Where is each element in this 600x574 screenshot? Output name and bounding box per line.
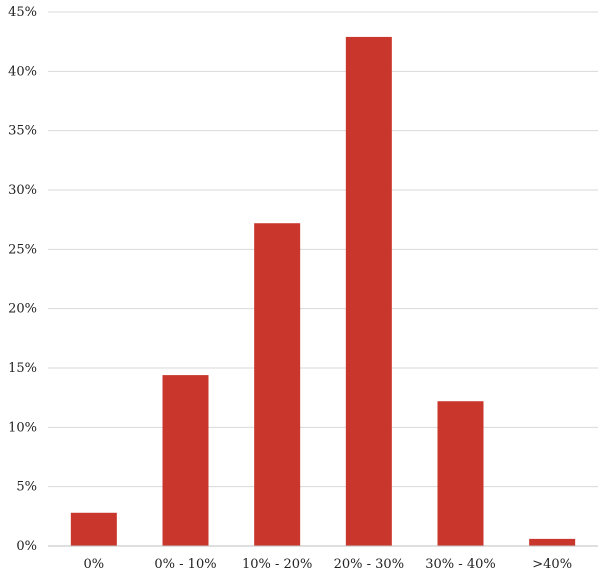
gridlines (48, 11, 598, 488)
x-axis-tick-labels: 0% 0% - 10% 10% - 20% 20% - 30% 30% - 40% >40… (84, 557, 573, 572)
bar (254, 223, 301, 546)
bar (437, 401, 484, 546)
y-tick-label: 20% (8, 302, 37, 317)
y-tick-label: 30% (8, 183, 37, 198)
y-tick-label: 5% (16, 480, 37, 495)
bar (162, 375, 209, 546)
x-tick-label: >40% (532, 557, 572, 572)
bar (345, 36, 392, 547)
x-tick-label: 0% - 10% (154, 557, 216, 572)
y-axis-tick-labels: 0% 5% 10% 15% 20% 25% 30% 35% 40% 45% (8, 5, 37, 554)
bars (70, 36, 576, 547)
x-tick-label: 20% - 30% (334, 557, 404, 572)
x-tick-label: 30% - 40% (425, 557, 495, 572)
y-tick-label: 35% (8, 124, 37, 139)
y-tick-label: 10% (8, 420, 37, 435)
y-tick-label: 40% (8, 64, 37, 79)
y-tick-label: 0% (16, 539, 37, 554)
y-tick-label: 45% (8, 5, 37, 20)
y-tick-label: 25% (8, 242, 37, 257)
x-tick-label: 0% (84, 557, 105, 572)
bar (70, 512, 117, 546)
bar (529, 538, 576, 546)
y-tick-label: 15% (8, 361, 37, 376)
x-tick-label: 10% - 20% (242, 557, 312, 572)
